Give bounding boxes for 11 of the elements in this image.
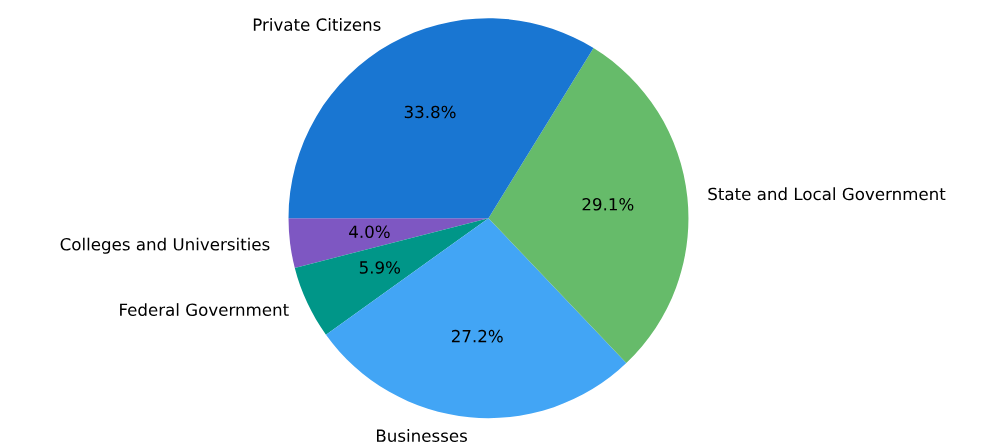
data-label: 4.0% <box>349 225 390 239</box>
data-label: 29.1% <box>582 197 634 211</box>
pie-slice <box>325 218 627 419</box>
data-label: 33.8% <box>404 105 456 119</box>
slice-label: Businesses <box>376 429 467 442</box>
slice-label: State and Local Government <box>708 187 946 201</box>
slice-label: Colleges and Universities <box>60 237 270 254</box>
data-label: 27.2% <box>451 329 503 343</box>
data-label: 5.9% <box>359 261 401 274</box>
slice-label: Federal Government <box>120 303 289 317</box>
slice-label: Private Citizens <box>253 18 381 31</box>
